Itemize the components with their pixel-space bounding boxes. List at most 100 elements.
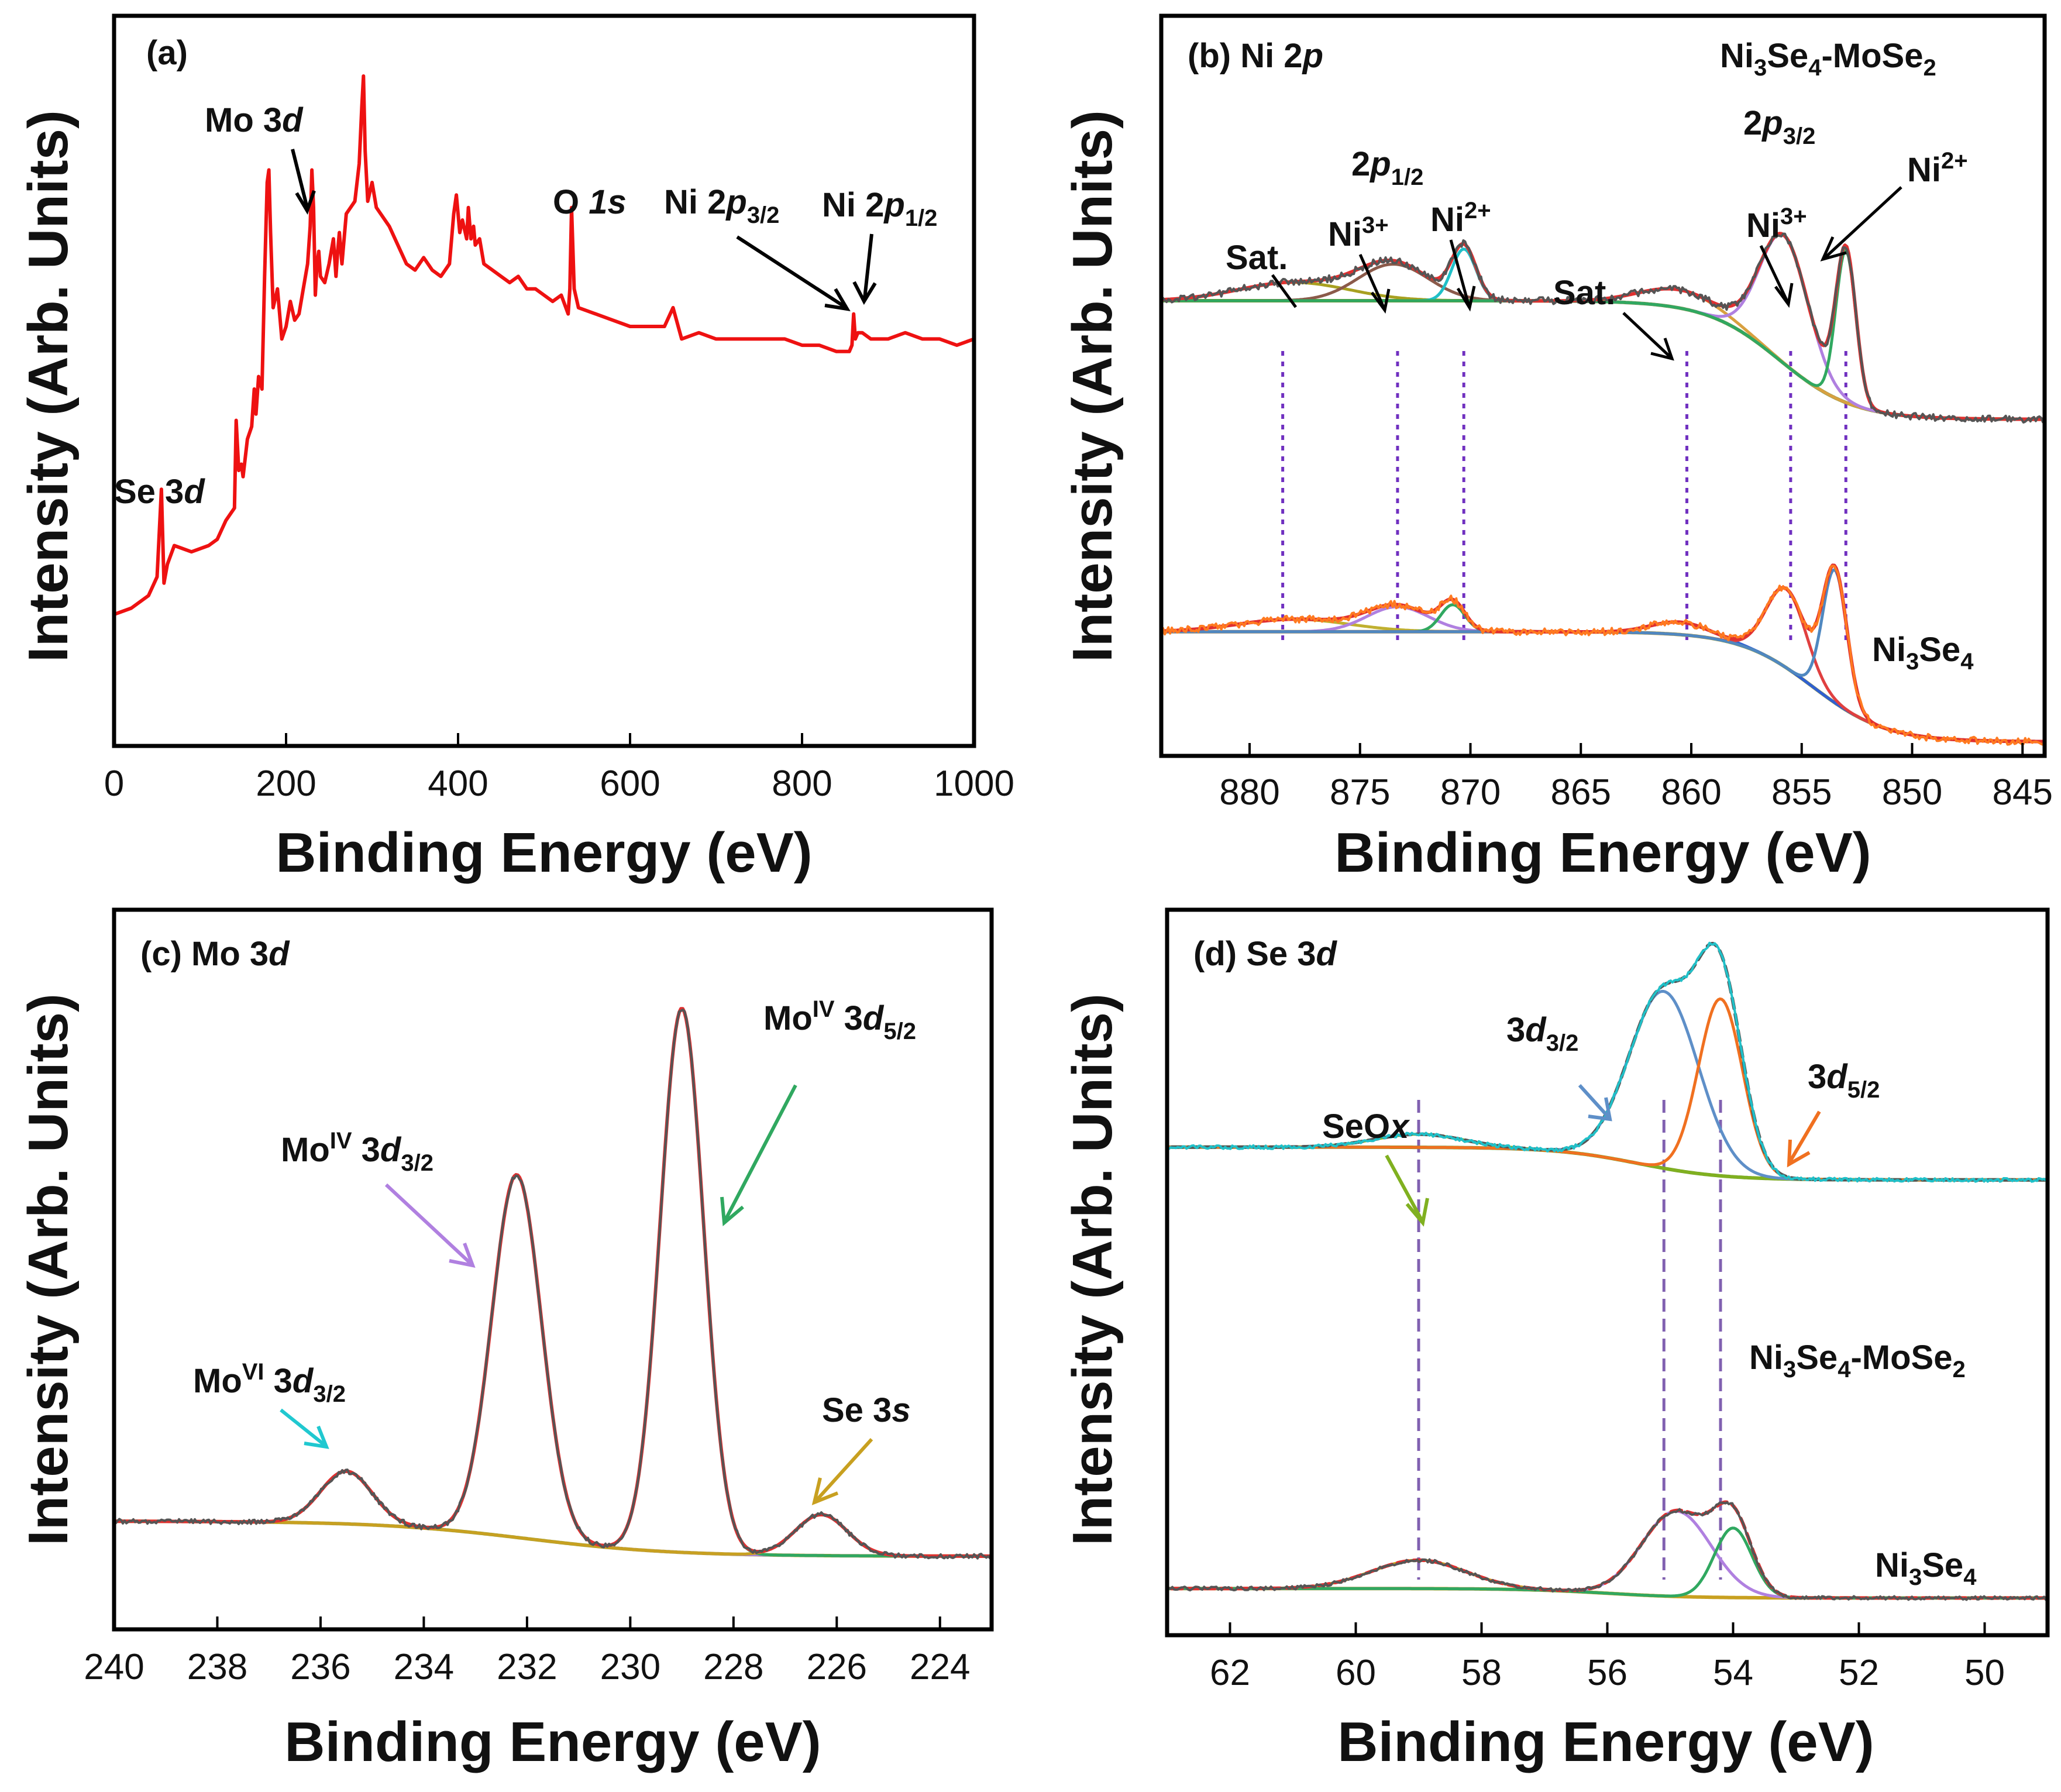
annotation-2p32: 2p3/2	[1743, 104, 1815, 149]
panel-a-survey: 0 200 400 600 800 1000 (a) Binding Energy (eV…	[17, 13, 1014, 884]
arrow-mo3d	[291, 149, 309, 208]
annotation-se3d: Se 3d	[114, 473, 205, 511]
annotation-ni2-left: Ni2+	[1430, 198, 1491, 239]
x-tick-label: 850	[1882, 772, 1942, 813]
panel-b-ni2p: 880 875 870 865 860 855 850 845 (b) Ni 2p Bindi…	[1061, 13, 2053, 884]
sample-label-d-bottom: Ni3Se4	[1875, 1546, 1977, 1590]
annotation-ni2p32: Ni 2p3/2	[664, 183, 779, 228]
annotation-mo3d: Mo 3d	[205, 101, 304, 139]
b-upper-background	[1159, 299, 2046, 421]
x-tick-label: 875	[1330, 772, 1390, 813]
arrowhead-ni2p32	[824, 288, 851, 311]
arrowhead-ni2p12	[852, 281, 877, 305]
arrowhead-ni2-left	[1456, 286, 1476, 312]
series-survey	[112, 74, 976, 617]
panel-d-ylabel: Intensity (Arb. Units)	[1061, 993, 1124, 1546]
arrow-ni2p12	[863, 233, 873, 299]
arrow-mo4-52	[720, 1084, 797, 1227]
x-tick-label: 880	[1219, 772, 1279, 813]
sample-label-b-bottom: Ni3Se4	[1872, 631, 1974, 675]
annotation-3d52: 3d5/2	[1808, 1058, 1880, 1103]
d-upper-background	[1165, 1145, 2049, 1182]
panel-a-ylabel: Intensity (Arb. Units)	[17, 110, 80, 662]
x-tick-label: 860	[1661, 772, 1721, 813]
arrow-ni3-left	[1358, 253, 1385, 308]
sample-label-d-top: Ni3Se4-MoSe2	[1749, 1339, 1966, 1382]
sample-label-b-top: Ni3Se4-MoSe2	[1720, 37, 1936, 81]
x-tick-label: 54	[1713, 1653, 1753, 1693]
arrow-3d32	[1578, 1084, 1612, 1122]
x-tick-label: 236	[290, 1647, 350, 1687]
panel-a-xlabel: Binding Energy (eV)	[276, 821, 812, 884]
x-tick-label: 228	[703, 1647, 763, 1687]
b-upper-raw-data	[1160, 232, 2046, 424]
b-lower-component-3	[1159, 620, 2046, 744]
x-tick-label: 870	[1440, 772, 1501, 813]
b-upper-envelope	[1159, 232, 2046, 421]
panel-b-xlabel: Binding Energy (eV)	[1334, 821, 1871, 884]
b-lower-background	[1159, 630, 2046, 744]
x-tick-label: 865	[1551, 772, 1611, 813]
x-tick-label: 62	[1210, 1653, 1250, 1693]
x-tick-label: 232	[497, 1647, 557, 1687]
x-tick-label: 230	[600, 1647, 660, 1687]
panel-b-title: (b) Ni 2p	[1188, 37, 1323, 75]
annotation-sat-right: Sat.	[1553, 274, 1615, 312]
x-tick-label: 845	[1993, 772, 2053, 813]
c-envelope	[112, 1007, 993, 1558]
x-tick-label: 224	[910, 1647, 970, 1687]
annotation-se3s: Se 3s	[822, 1391, 911, 1429]
arrowhead-sat-right	[1650, 338, 1674, 361]
c-component-2	[112, 1007, 993, 1558]
annotation-2p12: 2p1/2	[1351, 145, 1423, 190]
arrow-3d52	[1787, 1110, 1821, 1168]
panel-d-xlabel: Binding Energy (eV)	[1337, 1711, 1874, 1773]
arrow-sat-right	[1622, 312, 1671, 358]
x-tick-label: 240	[84, 1647, 144, 1687]
b-upper-component-4	[1159, 233, 2046, 421]
arrowhead-ni2-right	[1820, 236, 1847, 262]
annotation-mo4-3d32: MoIV 3d3/2	[281, 1128, 433, 1176]
arrow-seox	[1385, 1154, 1429, 1227]
x-tick-label: 800	[772, 763, 832, 804]
annotation-ni2p12: Ni 2p1/2	[822, 186, 937, 231]
arrow-ni2p32	[736, 235, 847, 309]
panel-a-label: (a)	[146, 34, 188, 72]
arrowhead-ni3-left	[1370, 288, 1391, 314]
x-tick-label: 0	[104, 763, 124, 804]
arrow-ni3-right	[1759, 245, 1789, 302]
x-tick-label: 855	[1771, 772, 1832, 813]
annotation-mo4-3d52: MoIV 3d5/2	[763, 996, 916, 1044]
d-upper-component-1	[1165, 989, 2049, 1182]
d-upper-envelope	[1165, 941, 2049, 1182]
x-tick-label: 234	[394, 1647, 454, 1687]
annotation-mo6-3d32: MoVI 3d3/2	[193, 1359, 346, 1407]
x-tick-label: 238	[187, 1647, 247, 1687]
panel-b-ylabel: Intensity (Arb. Units)	[1061, 110, 1124, 662]
panel-c-ylabel: Intensity (Arb. Units)	[17, 993, 80, 1546]
arrow-ni2-left	[1449, 239, 1470, 305]
arrow-mo6	[280, 1408, 329, 1449]
annotation-seox: SeOx	[1322, 1107, 1410, 1146]
x-tick-label: 400	[428, 763, 488, 804]
panel-d-se3d: 62 60 58 56 54 52 50 (d) Se 3d Binding Energy …	[1061, 907, 2050, 1773]
panel-d-title: (d) Se 3d	[1193, 935, 1338, 973]
panel-c-mo3d: 240 238 236 234 232 230 228 226 224 (c) Mo 3d Bi…	[17, 907, 994, 1773]
annotation-sat-left: Sat.	[1226, 239, 1288, 277]
arrow-sat-left	[1271, 274, 1298, 308]
annotation-ni2-right: Ni2+	[1907, 148, 1968, 189]
annotation-o1s: O 1s	[553, 183, 627, 221]
arrowhead-mo3d	[295, 190, 316, 215]
x-tick-label: 52	[1839, 1653, 1879, 1693]
x-tick-label: 60	[1336, 1653, 1376, 1693]
b-lower-raw-data	[1160, 565, 2046, 746]
annotation-ni3-left: Ni3+	[1328, 212, 1389, 253]
x-tick-label: 200	[256, 763, 316, 804]
x-tick-label: 1000	[934, 763, 1014, 804]
d-lower-raw-data	[1166, 1501, 2049, 1601]
arrow-ni2-right	[1824, 186, 1902, 259]
x-tick-label: 56	[1587, 1653, 1628, 1693]
annotation-ni3-right: Ni3+	[1746, 204, 1807, 245]
panel-c-xlabel: Binding Energy (eV)	[284, 1711, 821, 1773]
